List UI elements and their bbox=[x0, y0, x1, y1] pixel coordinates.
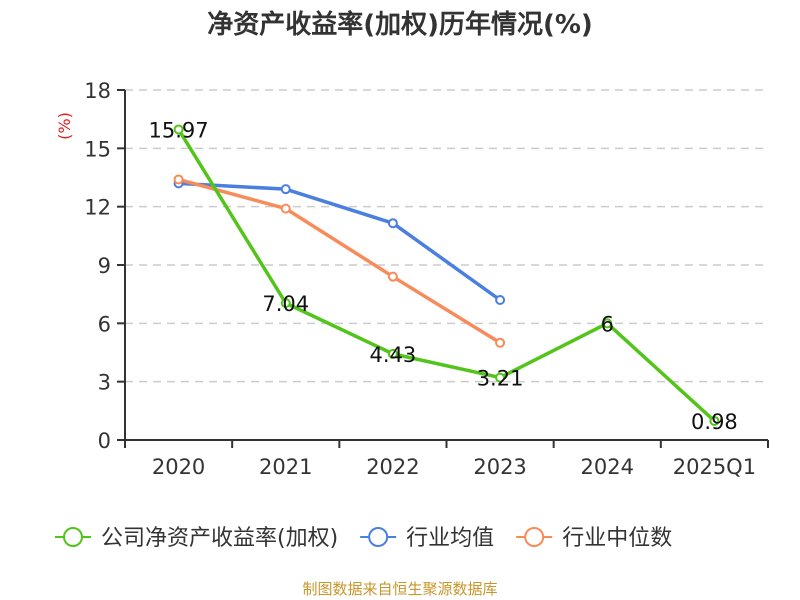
source-note: 制图数据来自恒生聚源数据库 bbox=[302, 580, 498, 598]
x-tick-label: 2025Q1 bbox=[673, 455, 756, 479]
data-point bbox=[387, 348, 398, 359]
y-tick-label: 15 bbox=[84, 137, 111, 161]
legend-item-label: 公司净资产收益率(加权) bbox=[101, 526, 338, 551]
chart-title: 净资产收益率(加权)历年情况(%) bbox=[207, 10, 593, 40]
data-label: 6 bbox=[601, 312, 614, 336]
data-point bbox=[387, 218, 398, 229]
data-point bbox=[280, 184, 291, 195]
grid-lines bbox=[125, 89, 768, 383]
legend-item-label: 行业中位数 bbox=[562, 526, 672, 551]
data-point bbox=[495, 337, 506, 348]
data-point bbox=[709, 415, 720, 426]
x-tick-label: 2022 bbox=[366, 455, 419, 479]
data-point bbox=[495, 372, 506, 383]
axes: 0 3 6 9 12 15 18 2020 2021 2022 2023 2024 2025Q1 (%) bbox=[55, 79, 769, 479]
y-tick-label: 9 bbox=[98, 254, 111, 278]
series-group bbox=[173, 124, 720, 426]
data-point bbox=[280, 203, 291, 214]
x-tick-label: 2020 bbox=[152, 455, 205, 479]
data-point bbox=[495, 295, 506, 305]
data-point bbox=[602, 318, 613, 329]
y-tick-label: 12 bbox=[84, 196, 111, 220]
legend-item-label: 行业均值 bbox=[406, 526, 494, 551]
data-label: 0.98 bbox=[691, 410, 738, 434]
legend-marker-icon bbox=[368, 527, 389, 547]
data-point bbox=[173, 174, 184, 185]
series-line bbox=[178, 177, 502, 345]
x-tick-label: 2024 bbox=[581, 455, 634, 479]
data-label: 4.43 bbox=[370, 343, 417, 367]
data-point bbox=[173, 124, 184, 135]
y-tick-label: 6 bbox=[98, 312, 111, 336]
data-point bbox=[280, 298, 291, 309]
legend-marker-icon bbox=[524, 527, 545, 547]
data-label: 15.97 bbox=[149, 118, 209, 142]
legend-marker-icon bbox=[63, 527, 83, 547]
series-line bbox=[177, 128, 716, 423]
y-tick-label: 18 bbox=[84, 79, 111, 103]
y-tick-label: 3 bbox=[98, 371, 111, 395]
data-point bbox=[387, 271, 398, 282]
x-tick-label: 2023 bbox=[473, 455, 526, 479]
legend: 公司净资产收益率(加权) 行业均值 行业中位数 bbox=[55, 526, 672, 551]
x-tick-label: 2021 bbox=[259, 455, 312, 479]
series-line bbox=[178, 181, 502, 302]
data-labels: 15.97 7.04 4.43 3.21 6 0.98 bbox=[149, 118, 738, 433]
data-label: 7.04 bbox=[262, 292, 309, 316]
y-tick-label: 0 bbox=[98, 429, 111, 453]
data-label: 3.21 bbox=[477, 367, 524, 391]
y-axis-label: (%) bbox=[55, 112, 74, 140]
